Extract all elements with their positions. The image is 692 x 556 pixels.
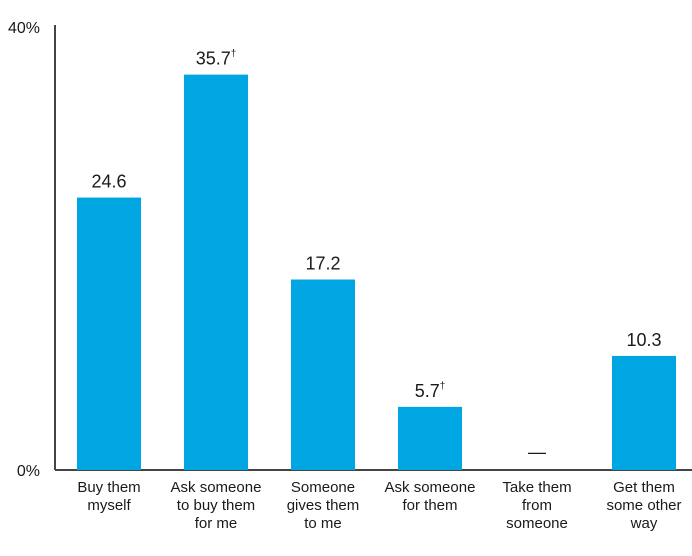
bar xyxy=(398,406,462,470)
data-label: 10.3 xyxy=(626,330,661,350)
x-tick-label: Ask someone for them xyxy=(385,479,476,514)
value-labels: 24.6 35.7† 17.2 5.7† — 10.3 xyxy=(91,49,661,462)
data-label: 24.6 xyxy=(91,172,126,192)
x-tick-label-line: for them xyxy=(402,497,457,514)
bars xyxy=(77,74,676,470)
x-tick-label-line: to buy them xyxy=(177,497,255,514)
data-label: — xyxy=(528,442,546,462)
x-tick-label-line: Get them xyxy=(613,479,675,496)
x-tick-label: Buy them myself xyxy=(77,479,140,514)
x-tick-label-line: Buy them xyxy=(77,479,140,496)
bar xyxy=(77,197,141,470)
data-label: 17.2 xyxy=(305,254,340,274)
x-tick-label-line: some other xyxy=(606,497,681,514)
x-tick-label-line: for me xyxy=(195,515,238,532)
x-tick-label: Ask someone to buy them for me xyxy=(171,479,262,532)
y-axis: 0% 40% xyxy=(8,20,56,480)
x-tick-label: Take them from someone xyxy=(502,479,571,532)
bar xyxy=(291,279,355,470)
y-tick-label: 0% xyxy=(17,463,40,480)
x-tick-label-line: Ask someone xyxy=(385,479,476,496)
x-tick-label: Get them some other way xyxy=(606,479,681,532)
y-tick-label: 40% xyxy=(8,20,40,37)
x-tick-label: Someone gives them to me xyxy=(287,479,360,532)
footnote-marker: † xyxy=(231,49,237,60)
x-tick-label-line: Ask someone xyxy=(171,479,262,496)
x-tick-label-line: to me xyxy=(304,515,342,532)
x-tick-label-line: gives them xyxy=(287,497,360,514)
bar xyxy=(184,74,248,470)
data-label: 35.7† xyxy=(196,49,237,69)
x-tick-label-line: someone xyxy=(506,515,568,532)
x-tick-label-line: Someone xyxy=(291,479,355,496)
x-tick-label-line: myself xyxy=(87,497,131,514)
x-tick-label-line: Take them xyxy=(502,479,571,496)
data-label: 5.7† xyxy=(415,381,446,401)
x-tick-label-line: way xyxy=(630,515,658,532)
x-tick-label-line: from xyxy=(522,497,552,514)
footnote-marker: † xyxy=(440,381,446,392)
bar xyxy=(612,355,676,470)
